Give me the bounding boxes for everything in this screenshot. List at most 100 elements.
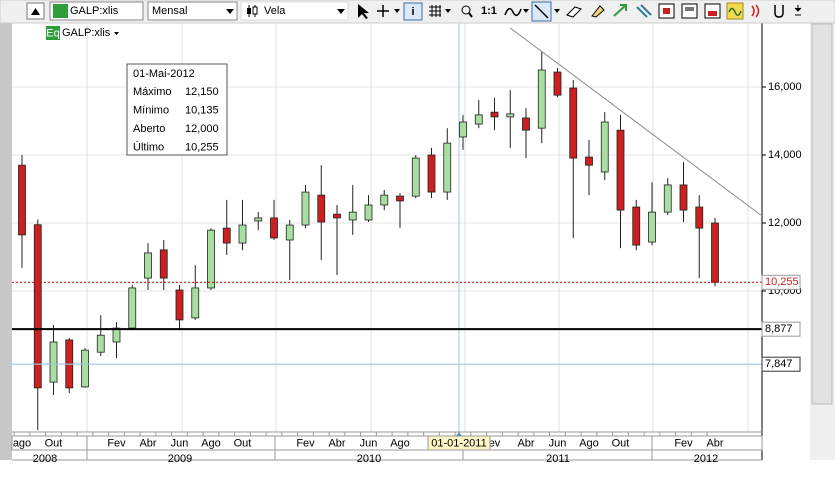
info-label: Último	[133, 140, 164, 153]
candle-body	[380, 194, 389, 206]
template-glyph	[663, 8, 670, 14]
info-label: Aberto	[133, 123, 165, 135]
candle-body	[459, 121, 467, 138]
candle-body	[254, 217, 263, 222]
x-tick-label: ev	[489, 437, 501, 449]
dropdown-arrow	[337, 9, 345, 14]
candle-icon	[252, 6, 258, 15]
candle-body	[348, 211, 357, 221]
candle-body	[695, 206, 704, 229]
dropdown-arrow	[554, 9, 560, 13]
legend-arrow[interactable]	[114, 32, 119, 35]
line-glyph	[534, 4, 549, 19]
dropdown-arrow	[394, 9, 400, 13]
info-box	[126, 63, 228, 156]
dropdown-arrow	[445, 9, 451, 13]
candle-body	[506, 113, 515, 118]
candle-body	[222, 227, 231, 244]
candle-body	[270, 217, 278, 239]
pointer-tool[interactable]	[358, 4, 369, 19]
x-tick-label: Jun	[171, 437, 189, 449]
dropdown-arrow	[523, 9, 529, 13]
zoom-tool[interactable]	[461, 5, 471, 15]
candle-body	[18, 164, 26, 236]
candle-body	[663, 184, 672, 213]
candle-icon	[247, 8, 251, 14]
x-tick-label: Ago	[579, 437, 599, 449]
candle-body	[474, 114, 483, 125]
year-label: 2008	[33, 453, 57, 465]
y-tick-label: 14,000	[768, 149, 802, 161]
candle-body	[600, 121, 609, 173]
candle-body	[81, 349, 89, 388]
arrow-tool[interactable]	[613, 4, 627, 17]
level-label: 7,847	[765, 358, 793, 370]
y-tick-label: 16,000	[768, 81, 802, 93]
info-label: Mínimo	[133, 104, 169, 116]
candle-body	[522, 117, 530, 131]
ratio-text[interactable]: 1:1	[481, 5, 497, 17]
zoom-tool	[468, 12, 473, 18]
indicator-tool[interactable]	[504, 7, 522, 17]
symbol-input[interactable]	[49, 1, 144, 21]
save-glyph	[708, 11, 717, 16]
x-tick-label: Ago	[390, 437, 410, 449]
level-label: 10,255	[765, 276, 799, 288]
candle-body	[207, 229, 215, 289]
x-tick-label: Ago	[201, 437, 221, 449]
legend-symbol[interactable]: GALP:xlis	[62, 27, 111, 39]
candle-body	[191, 287, 200, 319]
candle-body	[144, 252, 152, 279]
info-rows: Máximo 12,150 Mínimo 10,135 Aberto 12,000 Últi…	[133, 86, 219, 154]
level-tag	[761, 356, 801, 372]
fan-tool[interactable]	[636, 4, 652, 18]
month-row	[11, 435, 763, 451]
crosshair-tool[interactable]	[377, 5, 389, 17]
candle-body	[49, 341, 58, 383]
candle-body	[159, 249, 168, 279]
candle-body	[632, 206, 641, 246]
x-tick-label: Fev	[107, 437, 126, 449]
candle-body	[333, 213, 341, 219]
layout-glyph	[685, 7, 694, 11]
year-label: 2010	[357, 453, 381, 465]
info-value: 10,255	[185, 141, 219, 153]
info-value: 10,135	[185, 104, 219, 116]
candle-body	[569, 87, 578, 159]
year-label: 2012	[694, 453, 718, 465]
x-tick-label: Abr	[517, 437, 534, 449]
x-tick-label: ago	[13, 437, 31, 449]
plot: 10,00012,00014,00016,00010,2558,8777,847…	[11, 22, 802, 465]
info-value: 12,000	[185, 123, 219, 135]
candle-body	[364, 204, 373, 221]
year-label: 2009	[168, 453, 192, 465]
up-arrow	[31, 8, 40, 15]
info-tool[interactable]	[403, 2, 423, 21]
candle-body	[711, 222, 719, 283]
scroll-thumb[interactable]	[811, 23, 833, 405]
info-label: Máximo	[133, 86, 172, 98]
candle-body	[648, 211, 656, 243]
chart-type-select[interactable]	[240, 1, 349, 21]
trendline	[509, 27, 761, 216]
eraser-tool[interactable]	[566, 6, 582, 18]
pencil-tool[interactable]	[591, 5, 605, 18]
chart-type-text: Vela	[264, 5, 286, 17]
sound-tool[interactable]	[751, 4, 760, 18]
candle-body	[616, 129, 625, 211]
grid-tool[interactable]	[429, 5, 441, 17]
candle-body	[679, 184, 688, 211]
underline-tool[interactable]	[774, 5, 784, 18]
info-glyph: i	[411, 6, 414, 18]
dropdown-arrow	[226, 9, 234, 14]
more-tool[interactable]	[794, 5, 802, 16]
info-value: 12,150	[185, 86, 219, 98]
year-label: 2011	[546, 453, 570, 465]
x-tick-label: Fev	[296, 437, 315, 449]
level-label: 8,877	[765, 323, 793, 335]
period-select[interactable]	[147, 1, 238, 21]
candle-body	[537, 69, 546, 129]
candle-body	[396, 195, 404, 202]
x-tick-label: Abr	[328, 437, 345, 449]
